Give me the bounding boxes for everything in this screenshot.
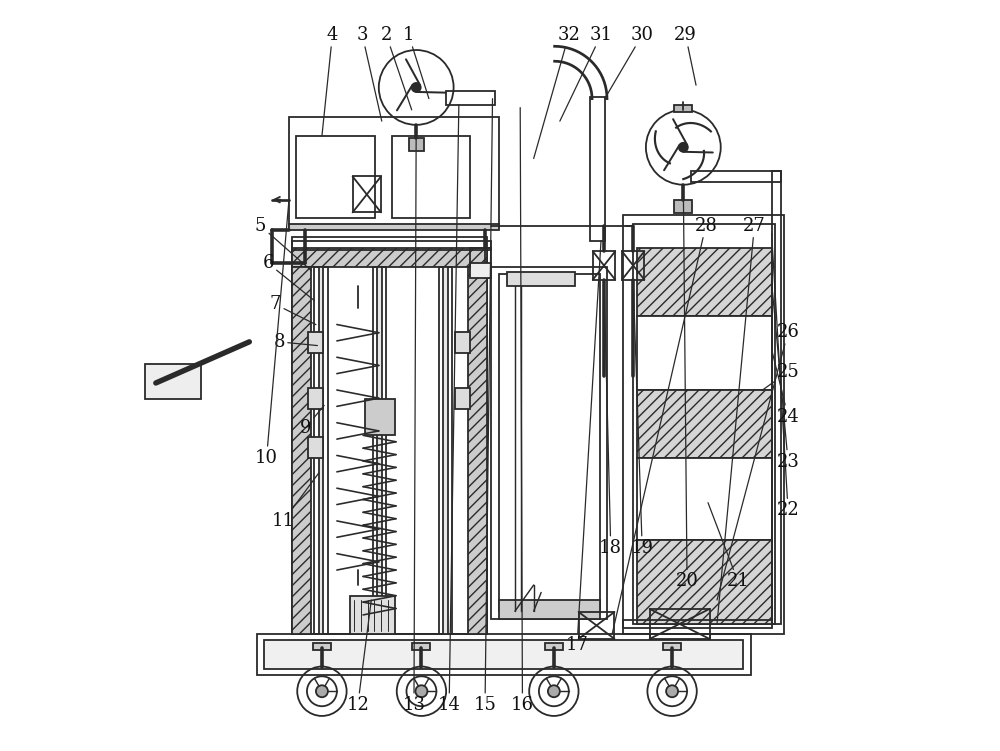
Bar xyxy=(650,609,710,639)
Text: 4: 4 xyxy=(322,26,338,136)
Bar xyxy=(289,225,499,231)
Bar xyxy=(373,267,386,634)
Bar xyxy=(623,620,772,628)
Bar xyxy=(507,273,575,285)
Bar xyxy=(296,136,375,219)
Text: 17: 17 xyxy=(566,241,601,654)
Bar xyxy=(257,634,751,675)
Text: 19: 19 xyxy=(631,279,654,556)
Text: 18: 18 xyxy=(599,279,622,556)
Text: 7: 7 xyxy=(270,295,316,324)
Bar xyxy=(593,252,615,279)
Text: 26: 26 xyxy=(717,323,800,600)
Text: 29: 29 xyxy=(674,26,697,85)
Bar xyxy=(637,540,772,624)
Bar xyxy=(499,274,600,611)
Circle shape xyxy=(412,83,421,92)
Text: 28: 28 xyxy=(612,217,717,634)
Text: 12: 12 xyxy=(346,600,371,713)
Text: 2: 2 xyxy=(381,26,412,110)
Bar xyxy=(468,267,487,634)
Bar xyxy=(308,332,323,353)
Bar xyxy=(446,91,495,104)
Bar xyxy=(637,458,772,540)
Bar xyxy=(377,267,382,634)
Circle shape xyxy=(666,685,678,697)
Bar xyxy=(691,171,781,182)
Text: 14: 14 xyxy=(438,104,461,713)
Text: 3: 3 xyxy=(357,26,382,121)
Bar xyxy=(313,643,331,650)
Circle shape xyxy=(415,685,427,697)
Bar xyxy=(365,400,395,436)
Bar xyxy=(579,612,614,639)
Text: 21: 21 xyxy=(708,502,749,590)
Text: 8: 8 xyxy=(274,333,317,351)
Text: 11: 11 xyxy=(272,473,319,530)
Text: 23: 23 xyxy=(772,282,800,471)
Bar xyxy=(350,596,395,634)
Bar xyxy=(455,388,470,409)
Bar xyxy=(674,104,692,112)
Bar xyxy=(637,391,772,458)
Bar xyxy=(485,249,491,278)
Bar xyxy=(637,249,772,315)
Text: 15: 15 xyxy=(474,98,496,713)
Text: 9: 9 xyxy=(300,406,324,437)
Text: 16: 16 xyxy=(511,107,534,713)
Text: 30: 30 xyxy=(605,26,654,98)
Bar xyxy=(772,171,781,624)
Bar xyxy=(674,200,692,213)
Bar xyxy=(499,600,600,619)
Text: 27: 27 xyxy=(717,217,766,624)
Bar xyxy=(409,138,424,151)
Text: 13: 13 xyxy=(402,125,425,713)
Bar xyxy=(439,267,452,634)
Bar xyxy=(623,215,784,634)
Bar xyxy=(292,241,491,250)
Text: 25: 25 xyxy=(762,363,799,391)
Text: 32: 32 xyxy=(534,26,580,158)
Bar xyxy=(292,249,487,267)
Bar xyxy=(308,437,323,458)
Text: 1: 1 xyxy=(403,26,429,98)
Bar xyxy=(308,388,323,409)
Circle shape xyxy=(679,143,688,152)
Text: 24: 24 xyxy=(772,349,799,426)
Bar xyxy=(392,136,470,219)
Text: 31: 31 xyxy=(560,26,613,121)
Bar xyxy=(663,643,681,650)
Bar xyxy=(353,176,381,213)
Bar xyxy=(590,97,605,241)
Bar xyxy=(292,237,487,634)
Bar xyxy=(292,267,311,634)
Circle shape xyxy=(548,685,560,697)
Text: 20: 20 xyxy=(676,185,698,590)
Text: 5: 5 xyxy=(255,217,311,271)
Bar xyxy=(289,116,499,228)
Bar xyxy=(637,315,772,391)
Bar xyxy=(412,643,430,650)
Bar xyxy=(491,267,607,619)
Bar xyxy=(545,643,563,650)
Bar xyxy=(443,267,448,634)
Bar xyxy=(470,264,491,278)
Bar xyxy=(633,225,775,624)
Text: 6: 6 xyxy=(262,255,314,300)
Bar xyxy=(455,332,470,353)
Bar xyxy=(314,267,328,634)
Text: 10: 10 xyxy=(255,200,289,467)
Text: 22: 22 xyxy=(772,234,799,519)
Bar xyxy=(264,641,743,669)
Circle shape xyxy=(316,685,328,697)
Bar xyxy=(622,252,644,279)
Bar xyxy=(145,363,201,400)
Bar xyxy=(319,267,323,634)
